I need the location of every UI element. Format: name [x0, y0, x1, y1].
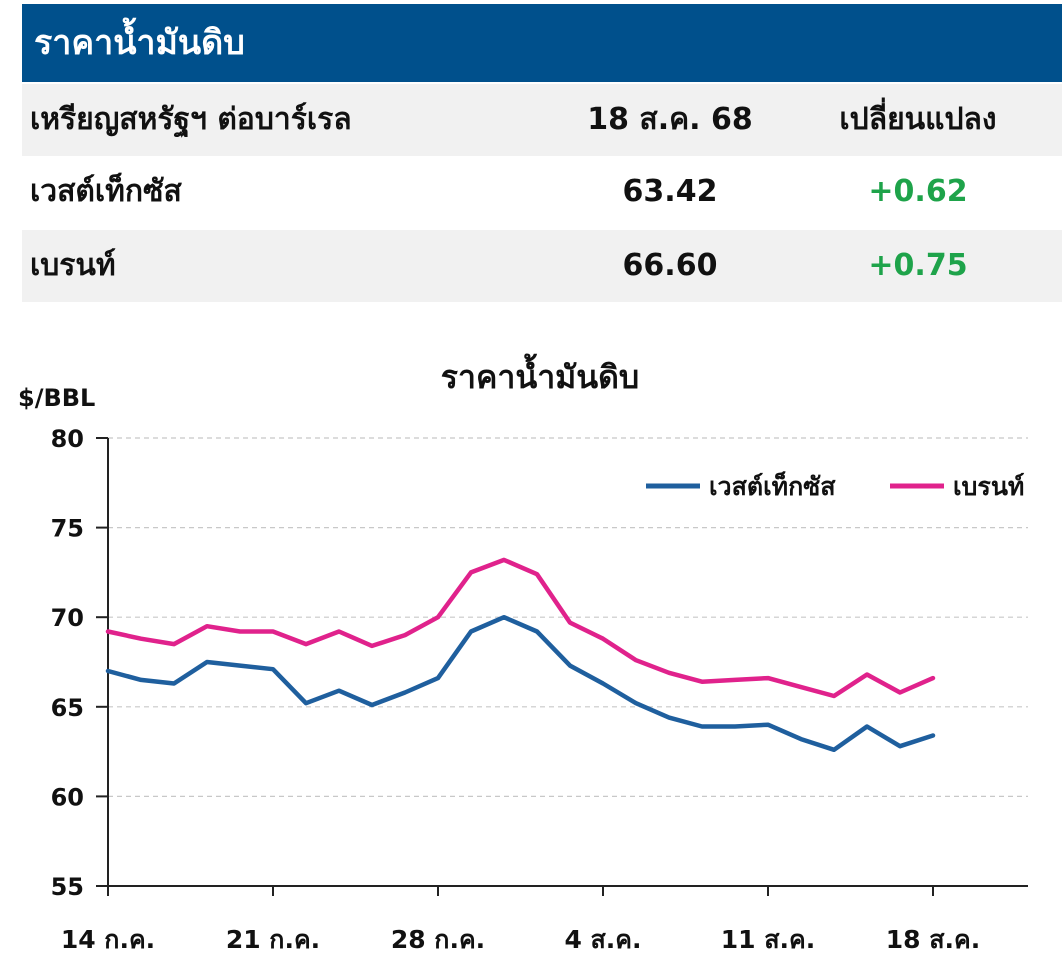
column-header-change: เปลี่ยนแปลง	[839, 102, 997, 137]
series-line-1	[105, 557, 936, 699]
brent-change: +0.75	[868, 248, 968, 283]
series-line-0	[105, 614, 936, 753]
legend-label: เวสต์เท็กซัส	[709, 471, 836, 501]
brent-name: เบรนท์	[30, 248, 116, 283]
table-row-brent: เบรนท์ 66.60 +0.75	[22, 230, 1062, 302]
y-tick-label: 70	[51, 604, 84, 632]
brent-price: 66.60	[622, 248, 718, 283]
table-title: ราคาน้ำมันดิบ	[34, 23, 245, 63]
y-tick-label: 65	[51, 694, 84, 722]
y-tick-label: 55	[51, 873, 84, 901]
x-tick-label: 21 ก.ค.	[226, 925, 320, 954]
table-title-bar: ราคาน้ำมันดิบ	[22, 4, 1062, 82]
table-header-row: เหรียญสหรัฐฯ ต่อบาร์เรล 18 ส.ค. 68 เปลี่…	[22, 84, 1062, 156]
wti-name: เวสต์เท็กซัส	[30, 174, 182, 209]
wti-change: +0.62	[868, 174, 968, 209]
wti-price: 63.42	[622, 174, 718, 209]
column-header-unit: เหรียญสหรัฐฯ ต่อบาร์เรล	[30, 102, 352, 137]
x-tick-label: 18 ส.ค.	[886, 925, 980, 954]
oil-price-chart: ราคาน้ำมันดิบ $/BBL 80 75 70 65 60 55 14 ก.ค. 2…	[18, 353, 1028, 954]
y-tick-label: 75	[51, 515, 84, 543]
y-tick-label: 80	[51, 425, 84, 453]
y-axis-unit: $/BBL	[18, 384, 95, 412]
legend-label: เบรนท์	[953, 472, 1024, 501]
chart-title: ราคาน้ำมันดิบ	[441, 353, 639, 396]
x-tick-label: 28 ก.ค.	[391, 925, 485, 954]
x-tick-label: 14 ก.ค.	[61, 925, 155, 954]
column-header-date: 18 ส.ค. 68	[587, 102, 753, 137]
x-tick-label: 4 ส.ค.	[564, 925, 641, 954]
table-row-wti: เวสต์เท็กซัส 63.42 +0.62	[22, 156, 1062, 228]
x-tick-label: 11 ส.ค.	[721, 925, 815, 954]
y-tick-label: 60	[51, 783, 84, 811]
